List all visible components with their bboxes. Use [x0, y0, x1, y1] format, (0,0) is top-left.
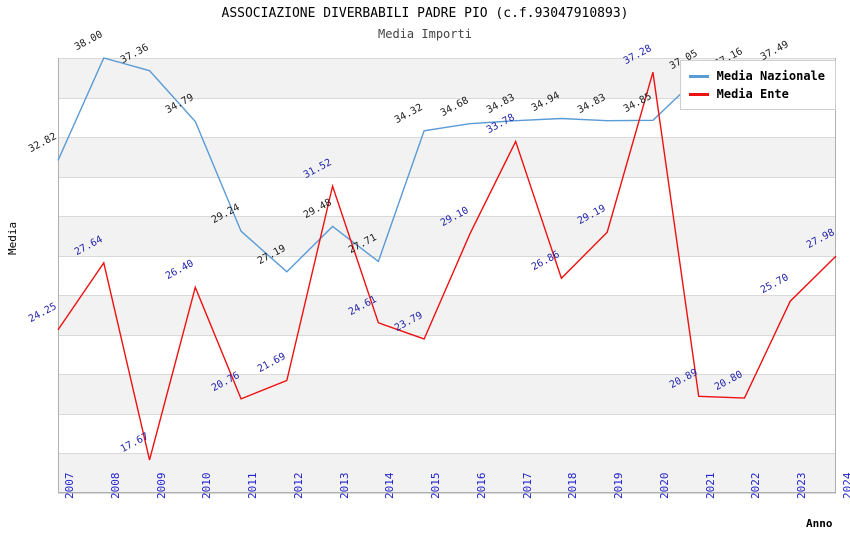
- chart-legend: Media Nazionale Media Ente: [679, 60, 836, 110]
- x-tick-label: 2008: [108, 472, 122, 500]
- gridline: [58, 176, 836, 178]
- x-tick-label: 2013: [337, 472, 351, 500]
- legend-item-media-ente[interactable]: Media Ente: [688, 85, 825, 103]
- x-tick-label: 2024: [841, 472, 850, 500]
- gridline: [58, 295, 836, 297]
- x-tick-label: 2019: [612, 472, 626, 500]
- legend-swatch-media-ente: [688, 92, 709, 96]
- x-tick-label: 2014: [383, 472, 397, 500]
- plot-band: [58, 137, 836, 177]
- series-line-media-ente: [57, 72, 837, 461]
- legend-swatch-media-nazionale: [688, 74, 709, 78]
- gridline: [58, 453, 836, 455]
- series-line-media-nazionale: [57, 57, 791, 273]
- data-label: 24.25: [26, 301, 59, 325]
- x-axis-line: [58, 492, 836, 493]
- gridline: [58, 413, 836, 415]
- y-axis-label: Media: [6, 221, 19, 255]
- x-tick-label: 2015: [429, 472, 443, 500]
- x-tick-label: 2023: [795, 472, 809, 500]
- x-tick-label: 2009: [154, 472, 168, 500]
- x-tick-label: 2010: [200, 472, 214, 500]
- gridline: [58, 137, 836, 139]
- gridline: [58, 334, 836, 336]
- plot-band: [58, 216, 836, 256]
- x-tick-label: 2018: [566, 472, 580, 500]
- plot-area: 32.82 38.00 37.36 34.79 29.24 27.19 29.48 27.71…: [27, 29, 837, 494]
- plot-right-border: [835, 58, 836, 493]
- x-tick-label: 2007: [63, 472, 76, 500]
- legend-label-media-ente: Media Ente: [716, 87, 789, 101]
- legend-label-media-nazionale: Media Nazionale: [716, 69, 825, 83]
- x-tick-label: 2020: [657, 472, 671, 500]
- x-tick-label: 2022: [749, 472, 763, 500]
- legend-item-media-nazionale[interactable]: Media Nazionale: [688, 67, 825, 85]
- gridline: [58, 493, 836, 494]
- gridline: [58, 255, 836, 257]
- data-label: 32.82: [26, 131, 59, 156]
- x-tick-label: 2021: [703, 472, 717, 500]
- plot-band: [58, 453, 836, 493]
- plot-band: [58, 374, 836, 414]
- x-axis-label: Anno: [806, 517, 833, 530]
- gridline: [58, 97, 836, 99]
- x-tick-label: 2012: [291, 472, 305, 500]
- x-tick-label: 2017: [520, 472, 534, 500]
- y-axis-line: [58, 58, 59, 493]
- series-lines: [57, 57, 837, 461]
- gridline: [58, 58, 836, 59]
- gridline: [58, 374, 836, 376]
- chart-subtitle: Media Importi: [378, 27, 472, 41]
- x-tick-label: 2011: [246, 472, 260, 500]
- x-tick-label: 2016: [474, 472, 488, 500]
- gridline: [58, 216, 836, 218]
- chart-title: ASSOCIAZIONE DIVERBABILI PADRE PIO (c.f.…: [221, 6, 629, 21]
